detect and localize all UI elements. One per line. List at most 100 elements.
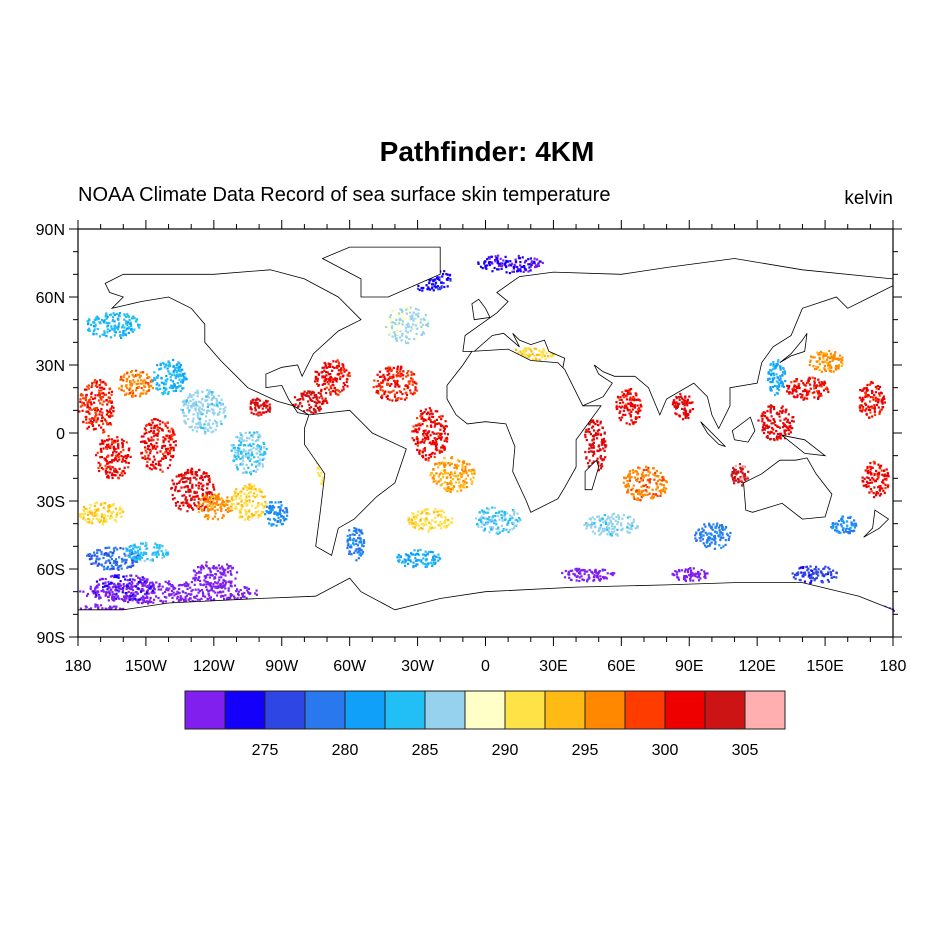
sst-point	[118, 322, 121, 325]
sst-point	[127, 314, 130, 317]
sst-point	[308, 392, 311, 395]
sst-point	[124, 595, 127, 598]
sst-point	[505, 266, 508, 269]
sst-point	[108, 509, 111, 512]
sst-point	[431, 415, 434, 418]
sst-point	[106, 403, 109, 406]
sst-point	[587, 450, 590, 454]
sst-point	[496, 531, 499, 534]
sst-point	[445, 440, 449, 443]
sst-point	[123, 595, 126, 599]
sst-point	[257, 436, 260, 439]
sst-point	[94, 325, 97, 328]
sst-point	[106, 438, 109, 442]
sst-point	[439, 423, 442, 426]
sst-point	[449, 279, 452, 282]
sst-point	[257, 510, 260, 513]
sst-point	[244, 455, 248, 458]
sst-point	[110, 443, 113, 446]
sst-point	[600, 443, 604, 446]
sst-point	[95, 333, 98, 336]
sst-point	[218, 591, 221, 594]
sst-point	[213, 598, 216, 601]
sst-point	[258, 445, 261, 448]
sst-point	[688, 395, 691, 398]
sst-point	[391, 399, 394, 402]
sst-point	[102, 447, 105, 450]
sst-point	[328, 376, 331, 379]
sst-point	[132, 544, 135, 547]
sst-point	[178, 385, 181, 388]
sst-point	[197, 510, 200, 514]
sst-point	[166, 452, 169, 455]
sst-point	[207, 504, 210, 507]
sst-point	[166, 378, 169, 381]
sst-point	[684, 410, 687, 413]
sst-point	[156, 551, 159, 554]
sst-point	[520, 265, 523, 269]
sst-point	[243, 502, 246, 505]
sst-point	[186, 504, 189, 507]
sst-point	[431, 477, 434, 480]
sst-point	[134, 545, 137, 548]
sst-point	[652, 493, 655, 496]
sst-point	[327, 388, 331, 391]
sst-point	[433, 285, 436, 288]
sst-point	[108, 329, 111, 332]
sst-point	[87, 321, 90, 324]
sst-point	[196, 594, 199, 597]
sst-point	[172, 483, 175, 486]
sst-point	[629, 414, 632, 417]
sst-point	[91, 421, 94, 424]
sst-point	[217, 492, 220, 496]
sst-point	[443, 270, 446, 273]
sst-point	[261, 458, 264, 461]
sst-point	[421, 315, 424, 318]
sst-point	[194, 401, 198, 404]
sst-point	[435, 443, 438, 446]
sst-point	[164, 600, 167, 603]
sst-point	[149, 380, 152, 383]
sst-point	[283, 517, 286, 520]
sst-point	[311, 391, 314, 394]
sst-point	[130, 564, 133, 567]
sst-point	[112, 510, 115, 513]
sst-point	[135, 574, 138, 577]
sst-point	[435, 472, 438, 475]
sst-point	[497, 254, 500, 257]
sst-point	[378, 375, 382, 378]
sst-point	[431, 451, 434, 454]
sst-point	[537, 262, 540, 265]
sst-point	[495, 527, 498, 531]
sst-point	[628, 390, 631, 393]
sst-point	[189, 505, 192, 508]
sst-point	[443, 469, 446, 473]
sst-point	[481, 267, 484, 270]
sst-point	[93, 318, 96, 321]
sst-point	[435, 446, 438, 449]
sst-point	[281, 522, 284, 526]
sst-point	[173, 594, 176, 597]
sst-point	[130, 549, 133, 552]
sst-point	[589, 450, 592, 453]
sst-point	[415, 428, 418, 431]
sst-point	[427, 550, 430, 553]
sst-point	[186, 486, 189, 489]
sst-point	[126, 372, 129, 375]
sst-point	[486, 507, 489, 510]
sst-point	[587, 465, 590, 468]
sst-point	[237, 592, 240, 596]
sst-point	[544, 357, 547, 360]
sst-point	[79, 513, 82, 516]
sst-point	[98, 393, 102, 396]
sst-point	[195, 471, 198, 474]
sst-point	[273, 512, 276, 515]
sst-point	[202, 409, 205, 412]
sst-point	[135, 369, 138, 372]
sst-point	[171, 434, 174, 437]
sst-point	[103, 319, 106, 322]
sst-point	[98, 597, 101, 600]
sst-point	[205, 588, 208, 591]
sst-point	[178, 481, 181, 485]
sst-point	[88, 558, 91, 561]
